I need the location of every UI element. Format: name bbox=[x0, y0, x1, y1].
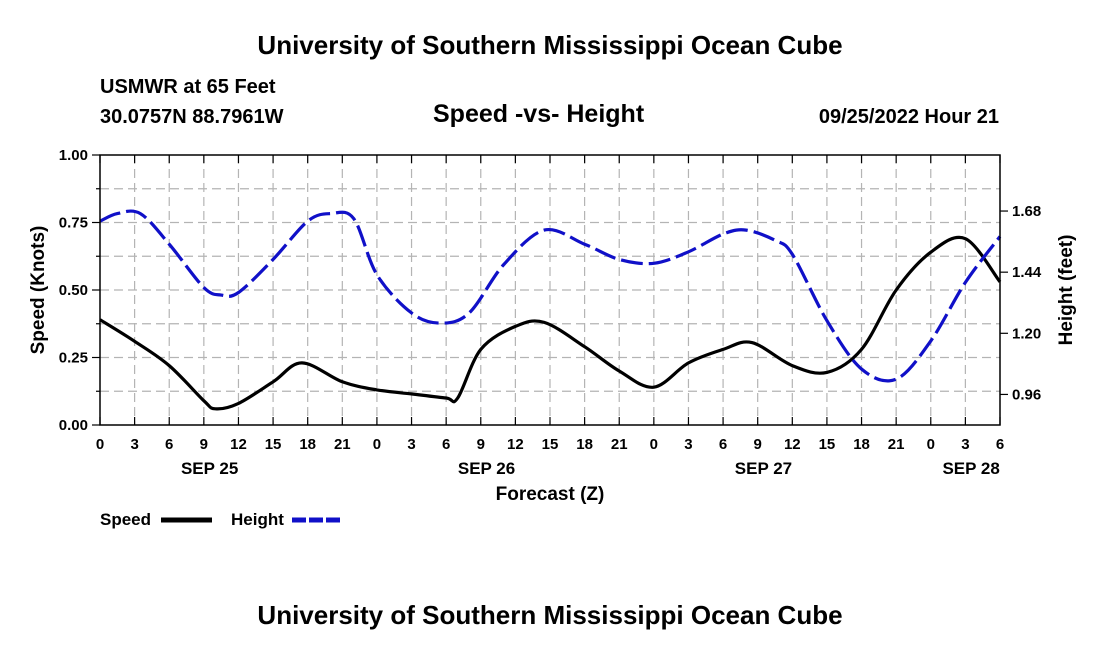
x-tick-label: 3 bbox=[684, 436, 692, 453]
y-tick-label: 0.00 bbox=[59, 417, 88, 434]
x-axis-label: Forecast (Z) bbox=[496, 484, 605, 505]
legend: Speed Height bbox=[100, 510, 343, 529]
chart-title: Speed -vs- Height bbox=[433, 100, 645, 128]
forecast-datetime: 09/25/2022 Hour 21 bbox=[818, 106, 999, 128]
x-tick-label: 6 bbox=[719, 436, 727, 453]
x-tick-label: 3 bbox=[130, 436, 138, 453]
x-tick-label: 15 bbox=[819, 436, 836, 453]
page-title: University of Southern Mississippi Ocean… bbox=[257, 30, 843, 60]
x-tick-label: 0 bbox=[96, 436, 104, 453]
y2-tick-label: 1.20 bbox=[1012, 325, 1041, 342]
legend-height-label: Height bbox=[231, 510, 284, 529]
x-tick-label: 9 bbox=[200, 436, 208, 453]
x-tick-label: 0 bbox=[927, 436, 935, 453]
footer-title: University of Southern Mississippi Ocean… bbox=[257, 600, 843, 630]
x-tick-label: 21 bbox=[888, 436, 905, 453]
x-tick-label: 21 bbox=[611, 436, 628, 453]
y2-tick-label: 1.44 bbox=[1012, 264, 1042, 281]
date-label: SEP 26 bbox=[458, 459, 515, 478]
x-tick-label: 6 bbox=[996, 436, 1004, 453]
x-tick-label: 18 bbox=[853, 436, 870, 453]
plot-frame bbox=[99, 154, 1001, 426]
series-line-height bbox=[99, 209, 1002, 383]
y-tick-label: 0.25 bbox=[59, 350, 88, 367]
y-axis-label: Speed (Knots) bbox=[28, 226, 49, 355]
x-tick-label: 18 bbox=[299, 436, 316, 453]
x-tick-label: 0 bbox=[373, 436, 381, 453]
y-tick-label: 0.75 bbox=[59, 215, 88, 232]
x-tick-label: 0 bbox=[650, 436, 658, 453]
y2-tick-label: 0.96 bbox=[1012, 386, 1041, 403]
date-label: SEP 27 bbox=[735, 459, 792, 478]
x-tick-label: 6 bbox=[442, 436, 450, 453]
x-tick-label: 6 bbox=[165, 436, 173, 453]
station-name: USMWR at 65 Feet bbox=[100, 76, 276, 98]
date-label: SEP 28 bbox=[942, 459, 999, 478]
x-tick-label: 15 bbox=[542, 436, 559, 453]
x-tick-label: 9 bbox=[477, 436, 485, 453]
x-tick-label: 12 bbox=[507, 436, 524, 453]
series-layer bbox=[99, 209, 1002, 411]
grid-layer bbox=[100, 155, 1000, 425]
axis-layer: 0 3 6 9 12 15 18 21 0 3 6 9 12 15 18 21 0 3 6 9 12 15 18 21 0 3 6 0… bbox=[28, 147, 1077, 505]
y2-tick-label: 1.68 bbox=[1012, 203, 1041, 220]
y-tick-label: 0.50 bbox=[59, 282, 88, 299]
station-coordinates: 30.0757N 88.7961W bbox=[100, 106, 284, 128]
x-tick-label: 3 bbox=[961, 436, 969, 453]
x-tick-label: 3 bbox=[407, 436, 415, 453]
series-line-speed bbox=[99, 235, 1002, 411]
legend-speed-label: Speed bbox=[100, 510, 151, 529]
x-tick-label: 21 bbox=[334, 436, 351, 453]
y2-axis-label: Height (feet) bbox=[1056, 235, 1077, 346]
x-tick-label: 9 bbox=[754, 436, 762, 453]
x-tick-label: 18 bbox=[576, 436, 593, 453]
x-tick-label: 12 bbox=[784, 436, 801, 453]
date-label: SEP 25 bbox=[181, 459, 238, 478]
x-tick-label: 12 bbox=[230, 436, 247, 453]
x-tick-label: 15 bbox=[265, 436, 282, 453]
y-tick-label: 1.00 bbox=[59, 147, 88, 164]
